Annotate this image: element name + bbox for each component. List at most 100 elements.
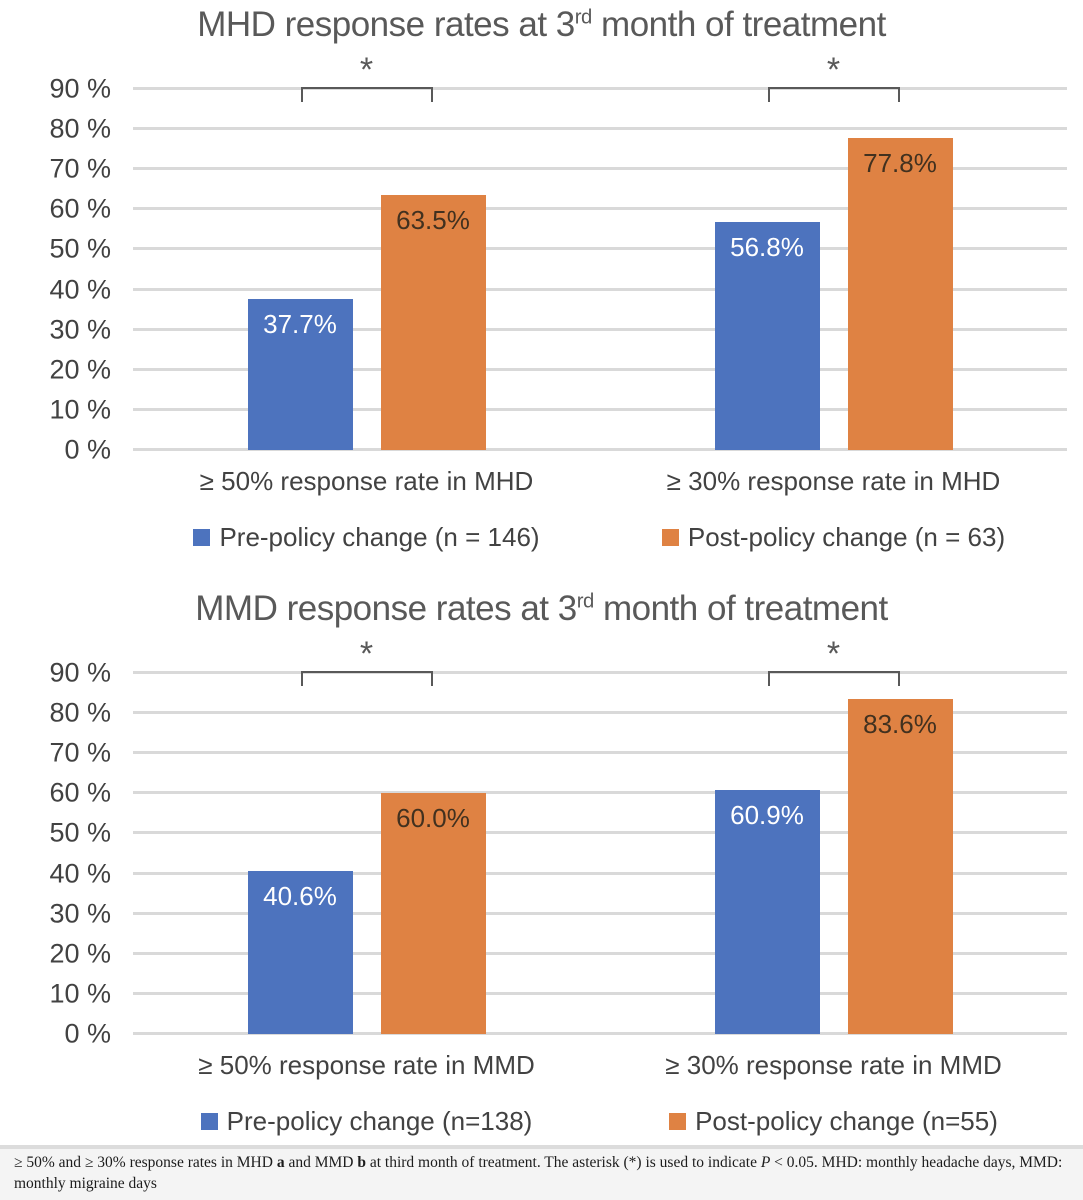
y-axis-tick-label: 10 % [49, 394, 111, 425]
gridline [133, 991, 1067, 995]
x-category-label: ≥ 50% response rate in MHD [199, 466, 534, 496]
significance-asterisk: * [359, 51, 374, 89]
significance-asterisk: * [359, 635, 374, 673]
caption-segment: and MMD [284, 1154, 358, 1171]
y-axis-tick-label: 20 % [49, 938, 111, 969]
bar-post-policy: 60.0% [380, 793, 486, 1034]
legend: Pre-policy change (n=138) Post-policy cha… [133, 1106, 1067, 1137]
y-axis-tick-label: 90 % [49, 657, 111, 688]
gridline [133, 287, 1067, 291]
significance-bracket [300, 87, 433, 102]
chart-title-text: MMD response rates at 3 [195, 589, 577, 628]
caption-segment: a [276, 1154, 285, 1171]
gridline [133, 167, 1067, 171]
gridline [133, 1032, 1067, 1035]
bar-value-label: 60.9% [730, 799, 804, 830]
x-axis-labels: ≥ 50% response rate in MHD ≥ 30% response… [133, 466, 1067, 497]
chart-title: MMD response rates at 3rd month of treat… [0, 589, 1083, 629]
gridline [133, 127, 1067, 131]
chart-title-superscript: rd [574, 6, 593, 29]
y-axis-tick-label: 10 % [49, 978, 111, 1009]
gridline [133, 327, 1067, 331]
y-axis-tick-label: 50 % [49, 233, 111, 264]
y-axis-tick-label: 70 % [49, 153, 111, 184]
y-axis-tick-label: 60 % [49, 193, 111, 224]
gridline [133, 87, 1067, 90]
significance-bracket [767, 87, 900, 102]
significance-bracket [767, 671, 900, 686]
x-axis-labels: ≥ 50% response rate in MMD ≥ 30% response… [133, 1050, 1067, 1081]
chart-title: MHD response rates at 3rd month of treat… [0, 5, 1083, 45]
y-axis-tick-label: 90 % [49, 73, 111, 104]
pre-policy-legend-swatch [193, 529, 211, 546]
caption-segment: < 0.05. MHD: monthly headache days, MMD:… [14, 1154, 1063, 1192]
gridline [133, 367, 1067, 371]
y-axis-tick-label: 60 % [49, 777, 111, 808]
bar-value-label: 40.6% [263, 881, 337, 912]
bar-value-label: 60.0% [396, 803, 470, 834]
y-axis-tick-label: 30 % [49, 314, 111, 345]
caption-segment: b [357, 1154, 366, 1171]
bar-value-label: 63.5% [396, 205, 470, 236]
significance-asterisk: * [826, 635, 841, 673]
gridline [133, 407, 1067, 411]
y-axis-tick-label: 80 % [49, 697, 111, 728]
mhd-chart: MHD response rates at 3rd month of treat… [0, 0, 1083, 584]
chart-title-text: MHD response rates at 3 [197, 5, 575, 44]
gridline [133, 871, 1067, 875]
bar-value-label: 37.7% [263, 308, 337, 339]
chart-title-text: month of treatment [593, 589, 888, 628]
y-axis-tick-label: 30 % [49, 898, 111, 929]
gridline [133, 247, 1067, 251]
post-policy-legend-swatch [669, 1113, 687, 1130]
gridline [133, 831, 1067, 835]
legend-label: Post-policy change (n = 63) [687, 522, 1006, 552]
bar-post-policy: 83.6% [847, 698, 953, 1034]
significance-bracket [300, 671, 433, 686]
bar-post-policy: 63.5% [380, 195, 486, 450]
post-policy-legend-swatch [661, 529, 679, 546]
legend-label: Post-policy change (n=55) [695, 1106, 998, 1136]
legend-entry: Post-policy change (n=55) [600, 1106, 1067, 1137]
bar-value-label: 56.8% [730, 232, 804, 263]
caption-segment: P [760, 1154, 771, 1171]
x-category-label: ≥ 30% response rate in MHD [666, 466, 1001, 496]
y-axis-tick-label: 20 % [49, 354, 111, 385]
legend-entry: Pre-policy change (n=138) [133, 1106, 600, 1137]
pre-policy-legend-swatch [200, 1113, 218, 1130]
bar-pre-policy: 37.7% [247, 298, 353, 450]
plot-area: 0 % 10 % 20 % 30 % 40 % 50 % 60 % 70 % 80 % 90 % *… [49, 637, 1067, 1047]
gridline [133, 671, 1067, 674]
gridline [133, 207, 1067, 211]
gridline [133, 448, 1067, 451]
legend-entry: Post-policy change (n = 63) [600, 522, 1067, 553]
mmd-chart: MMD response rates at 3rd month of treat… [0, 584, 1083, 1145]
y-axis-tick-label: 80 % [49, 113, 111, 144]
bar-pre-policy: 40.6% [247, 871, 353, 1034]
legend-entry: Pre-policy change (n = 146) [133, 522, 600, 553]
y-axis-tick-label: 40 % [49, 858, 111, 889]
y-axis-tick-label: 0 % [64, 1018, 111, 1049]
caption-segment: at third month of treatment. The asteris… [365, 1154, 761, 1171]
bar-value-label: 83.6% [863, 708, 937, 739]
gridline [133, 911, 1067, 915]
y-axis-tick-label: 50 % [49, 817, 111, 848]
significance-asterisk: * [826, 51, 841, 89]
caption-segment: ≥ 50% and ≥ 30% response rates in MHD [14, 1154, 277, 1171]
x-category-label: ≥ 30% response rate in MMD [665, 1050, 1002, 1080]
legend-label: Pre-policy change (n=138) [226, 1106, 533, 1136]
bar-value-label: 77.8% [863, 147, 937, 178]
bar-pre-policy: 56.8% [714, 222, 820, 450]
y-axis-tick-label: 0 % [64, 434, 111, 465]
plot-area: 0 % 10 % 20 % 30 % 40 % 50 % 60 % 70 % 80 % 90 % *… [49, 53, 1067, 463]
figure-caption: ≥ 50% and ≥ 30% response rates in MHD a … [0, 1145, 1083, 1200]
chart-title-text: month of treatment [591, 5, 886, 44]
gridline [133, 751, 1067, 755]
x-category-label: ≥ 50% response rate in MMD [198, 1050, 535, 1080]
legend-label: Pre-policy change (n = 146) [219, 522, 540, 552]
bar-post-policy: 77.8% [847, 137, 953, 450]
y-axis-tick-label: 40 % [49, 274, 111, 305]
chart-title-superscript: rd [576, 590, 595, 613]
legend: Pre-policy change (n = 146) Post-policy c… [133, 522, 1067, 553]
